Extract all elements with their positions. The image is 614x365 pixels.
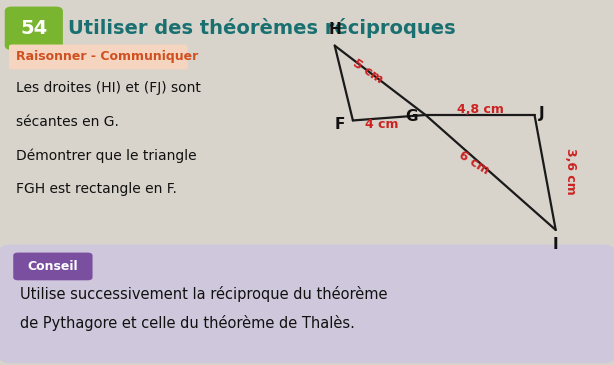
Text: 5 cm: 5 cm bbox=[351, 57, 386, 86]
Text: 54: 54 bbox=[20, 19, 47, 38]
Text: Démontrer que le triangle: Démontrer que le triangle bbox=[15, 148, 196, 163]
Text: 3,6 cm: 3,6 cm bbox=[564, 148, 577, 195]
Text: Utilise successivement la réciproque du théorème: Utilise successivement la réciproque du … bbox=[20, 286, 387, 302]
Text: Utiliser des théorèmes réciproques: Utiliser des théorèmes réciproques bbox=[68, 19, 456, 38]
FancyBboxPatch shape bbox=[5, 7, 63, 50]
Text: 4 cm: 4 cm bbox=[365, 118, 398, 131]
Text: 4,8 cm: 4,8 cm bbox=[457, 103, 503, 116]
Text: Les droites (HI) et (FJ) sont: Les droites (HI) et (FJ) sont bbox=[15, 81, 201, 95]
FancyBboxPatch shape bbox=[9, 45, 188, 69]
Text: Raisonner - Communiquer: Raisonner - Communiquer bbox=[15, 50, 198, 64]
FancyBboxPatch shape bbox=[0, 245, 614, 363]
FancyBboxPatch shape bbox=[14, 253, 93, 280]
Text: 6 cm: 6 cm bbox=[456, 148, 492, 177]
Text: G: G bbox=[405, 109, 418, 124]
Text: I: I bbox=[553, 237, 559, 252]
Text: de Pythagore et celle du théorème de Thalès.: de Pythagore et celle du théorème de Tha… bbox=[20, 315, 355, 331]
Text: J: J bbox=[538, 105, 545, 121]
Text: FGH est rectangle en F.: FGH est rectangle en F. bbox=[15, 182, 177, 196]
Text: H: H bbox=[328, 22, 341, 36]
Text: Conseil: Conseil bbox=[27, 260, 78, 273]
Text: sécantes en G.: sécantes en G. bbox=[15, 115, 119, 128]
Text: F: F bbox=[335, 117, 345, 132]
